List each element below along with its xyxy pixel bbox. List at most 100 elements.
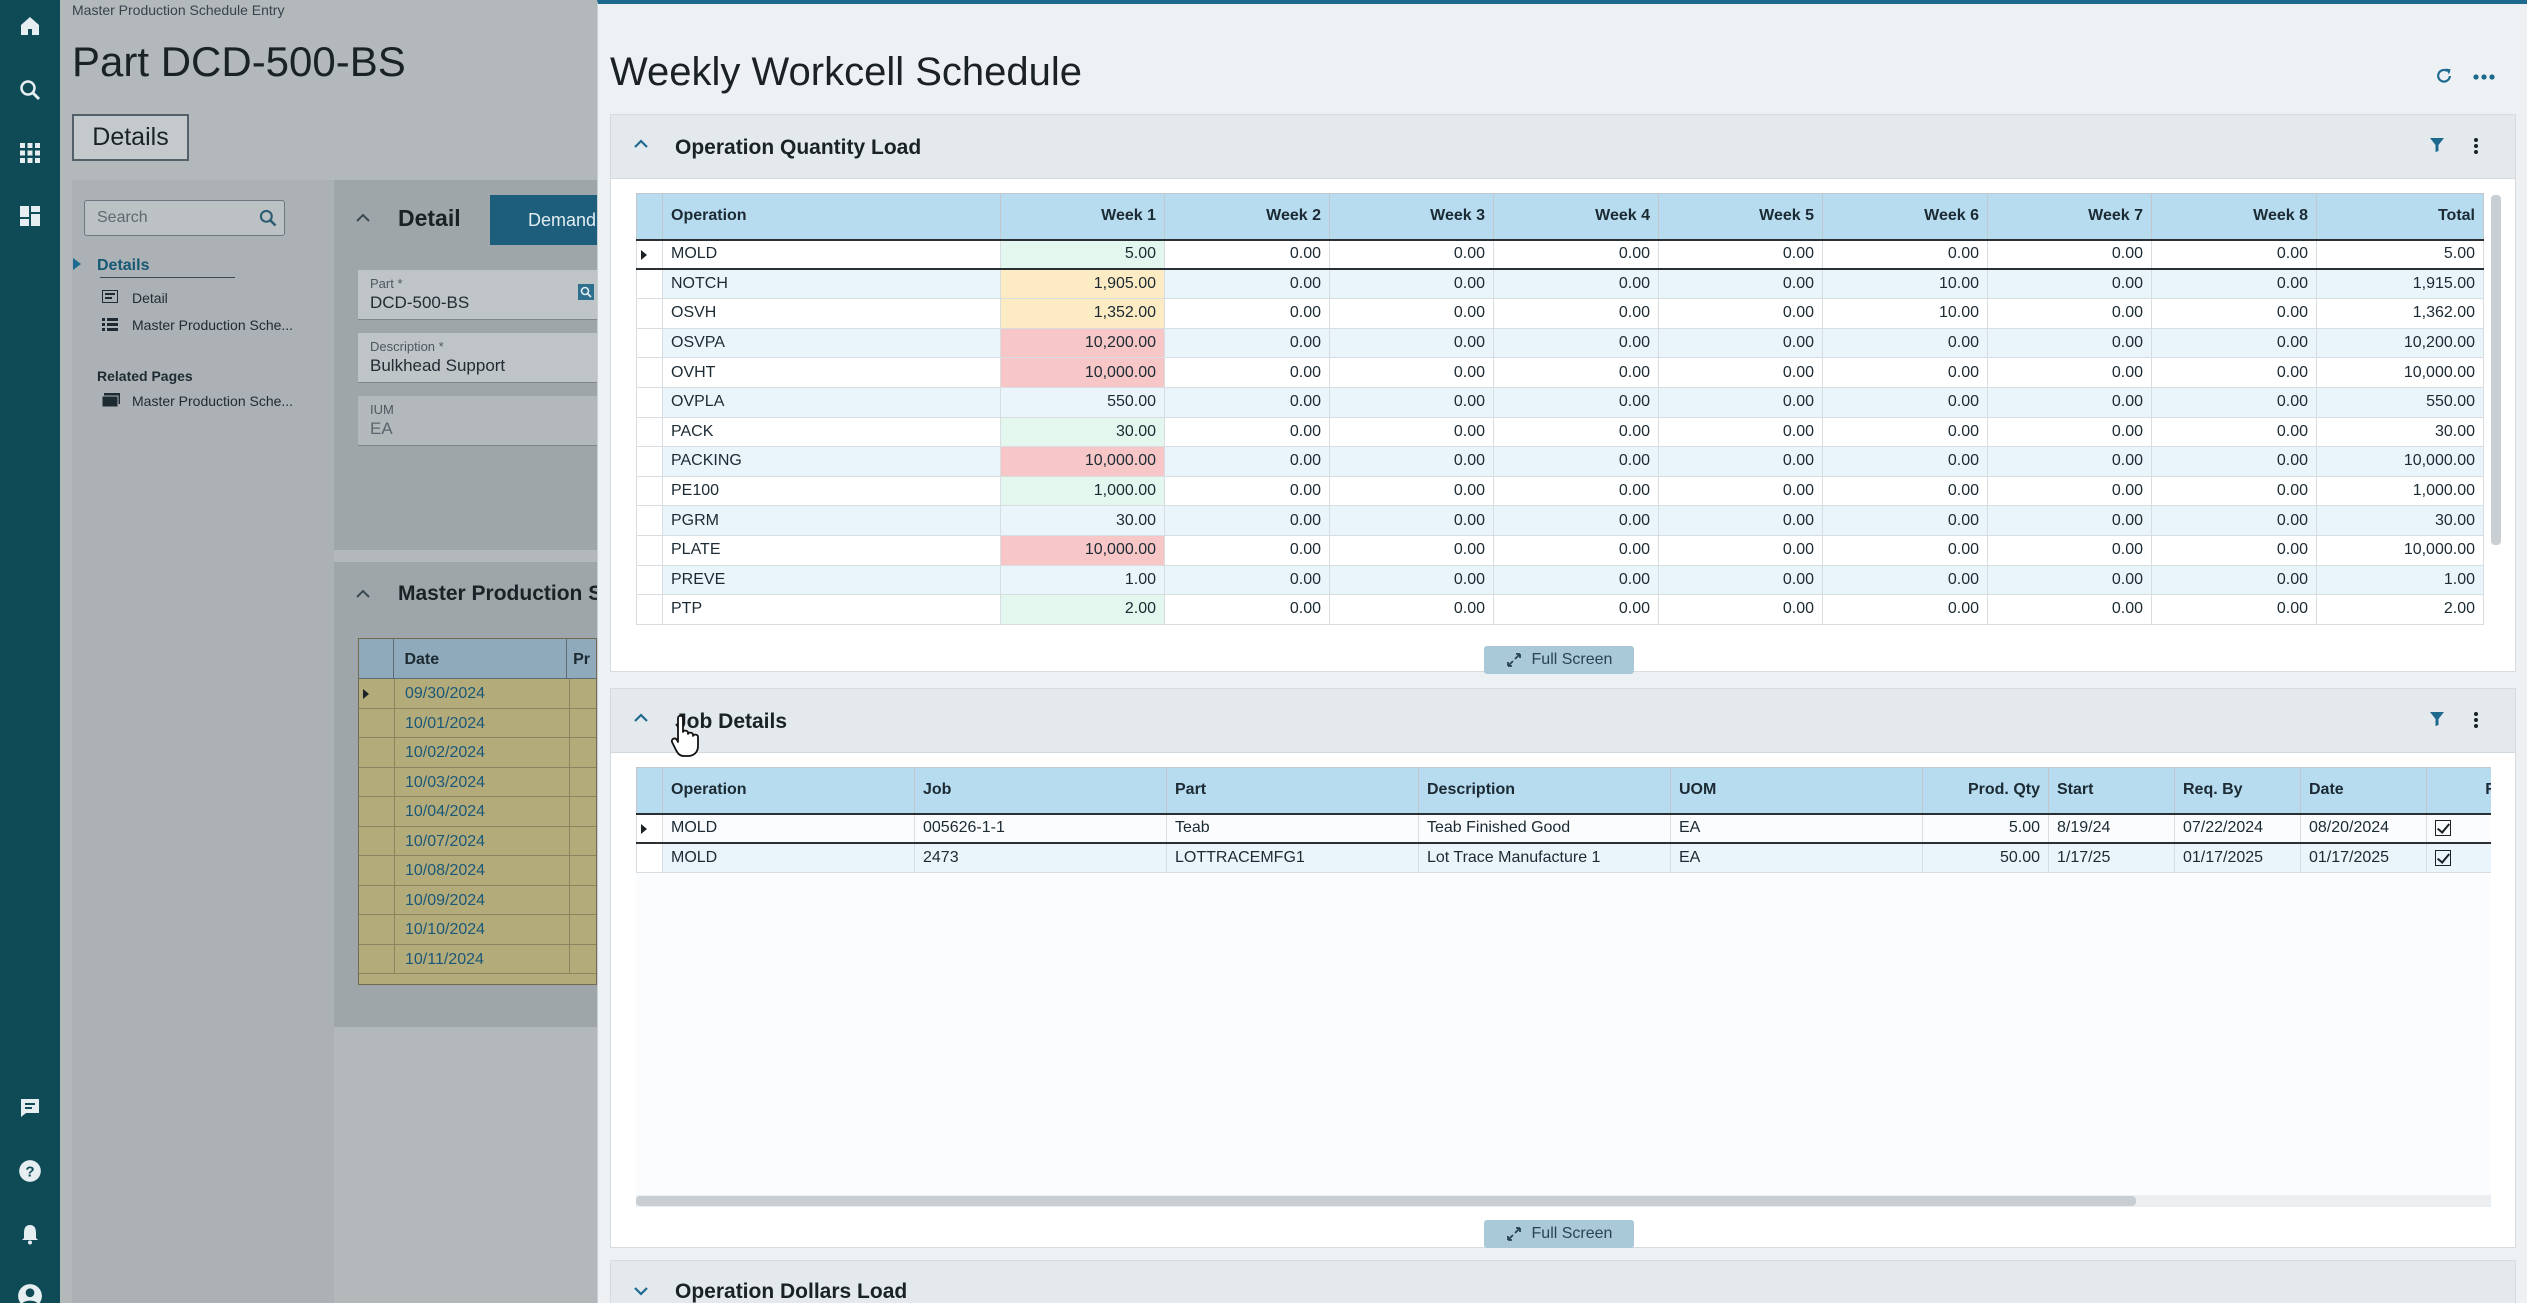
column-header[interactable]: Week 6 [1822,193,1988,240]
chevron-up-icon[interactable] [633,137,649,149]
chevron-up-icon[interactable] [356,588,370,598]
search-icon[interactable] [12,72,48,108]
table-row[interactable]: PLATE 10,000.00 0.00 0.00 0.00 0.00 0.00 0.00 0.… [636,534,2484,566]
lookup-icon[interactable] [578,284,594,300]
filter-icon[interactable] [2429,711,2445,727]
date-row[interactable]: 10/10/2024 [359,915,596,945]
total-cell: 30.00 [2316,505,2484,536]
total-cell: 10,000.00 [2316,446,2484,477]
column-header[interactable]: Week 7 [1987,193,2152,240]
column-header[interactable]: Req. By [2174,767,2301,814]
column-header[interactable]: Operation [662,767,915,814]
table-row[interactable]: NOTCH 1,905.00 0.00 0.00 0.00 0.00 10.00 0.00 0.… [636,268,2484,300]
col-header-date[interactable]: Date [394,639,568,678]
home-icon[interactable] [12,8,48,44]
part-cell[interactable]: Teab [1166,812,1419,845]
tree-item-mps[interactable]: Master Production Sche... [132,317,294,333]
date-row[interactable]: 10/07/2024 [359,826,596,856]
refresh-icon[interactable] [2434,66,2454,86]
released-checkbox[interactable] [2435,820,2451,837]
page-title: Part DCD-500-BS [72,38,406,85]
week-cell: 10.00 [1822,298,1988,329]
chevron-up-icon[interactable] [633,711,649,723]
part-field[interactable]: Part * DCD-500-BS [358,270,597,320]
column-header[interactable]: Start [2048,767,2175,814]
full-screen-button[interactable]: Full Screen [1484,646,1634,674]
vertical-scrollbar[interactable] [2491,195,2501,545]
caret-right-icon[interactable] [72,258,82,270]
date-row[interactable]: 10/03/2024 [359,767,596,797]
table-row[interactable]: PGRM 30.00 0.00 0.00 0.00 0.00 0.00 0.00 0.00 30.… [636,505,2484,536]
table-row[interactable]: MOLD 2473 LOTTRACEMFG1 Lot Trace Manufactur… [636,842,2491,874]
column-header[interactable]: Operation [662,193,1001,240]
filter-icon[interactable] [2429,137,2445,153]
column-header[interactable]: Job [914,767,1167,814]
bell-icon[interactable] [12,1216,48,1252]
released-checkbox[interactable] [2435,849,2451,866]
row-indicator [636,416,663,448]
job-cell[interactable]: 005626-1-1 [914,812,1167,845]
table-row[interactable]: OSVPA 10,200.00 0.00 0.00 0.00 0.00 0.00 0.00 0.… [636,327,2484,359]
column-header[interactable]: Total [2316,193,2484,240]
table-row[interactable]: OVPLA 550.00 0.00 0.00 0.00 0.00 0.00 0.00 0.00 5… [636,386,2484,418]
table-row[interactable]: MOLD 005626-1-1 Teab Teab Finished Good EA 5.… [636,812,2491,845]
table-row[interactable]: OVHT 10,000.00 0.00 0.00 0.00 0.00 0.00 0.00 0.0… [636,357,2484,388]
table-row[interactable]: PE100 1,000.00 0.00 0.00 0.00 0.00 0.00 0.00 0.0… [636,475,2484,507]
week-cell: 0.00 [1822,386,1988,418]
apps-grid-icon[interactable] [12,135,48,171]
date-row[interactable]: 10/08/2024 [359,856,596,886]
details-tab[interactable]: Details [72,114,189,161]
demand-button[interactable]: Demand [490,195,597,245]
chevron-down-icon[interactable] [633,1285,649,1297]
help-icon[interactable]: ? [12,1153,48,1189]
date-row[interactable]: 10/04/2024 [359,797,596,827]
table-row[interactable]: PREVE 1.00 0.00 0.00 0.00 0.00 0.00 0.00 0.00 1.0… [636,564,2484,596]
date-row[interactable]: 10/11/2024 [359,944,596,974]
column-header[interactable]: Date [2300,767,2427,814]
column-header[interactable]: Week 3 [1329,193,1494,240]
date-row[interactable]: 09/30/2024 [359,679,596,709]
week-cell: 0.00 [1493,357,1659,388]
expand-icon [1506,1227,1521,1241]
column-header[interactable]: Prod. Qty [1922,767,2049,814]
date-row[interactable]: 10/09/2024 [359,885,596,915]
date-row[interactable]: 10/01/2024 [359,708,596,738]
column-header[interactable]: Week 4 [1493,193,1659,240]
part-cell[interactable]: LOTTRACEMFG1 [1166,842,1419,874]
table-row[interactable]: MOLD 5.00 0.00 0.00 0.00 0.00 0.00 0.00 0.00 5.00 [636,238,2484,271]
table-row[interactable]: OSVH 1,352.00 0.00 0.00 0.00 0.00 10.00 0.00 0.0… [636,298,2484,329]
column-header[interactable]: Week 1 [1000,193,1165,240]
full-screen-button[interactable]: Full Screen [1484,1220,1634,1248]
chevron-up-icon[interactable] [356,212,370,222]
tree-search-input[interactable]: Search [84,200,285,236]
req-by-cell: 07/22/2024 [2174,812,2301,845]
job-cell[interactable]: 2473 [914,842,1167,874]
table-row[interactable]: PACK 30.00 0.00 0.00 0.00 0.00 0.00 0.00 0.00 30.… [636,416,2484,448]
table-row[interactable]: PACKING 10,000.00 0.00 0.00 0.00 0.00 0.00 0.00… [636,446,2484,477]
user-icon[interactable] [12,1278,48,1303]
column-header[interactable]: Relea [2426,767,2491,814]
more-horizontal-icon[interactable] [2473,74,2495,80]
tree-item-detail[interactable]: Detail [132,290,168,306]
column-header[interactable]: Description [1418,767,1671,814]
week-cell: 0.00 [1493,594,1659,625]
more-vertical-icon[interactable] [2473,137,2479,155]
column-header[interactable]: Part [1166,767,1419,814]
date-row[interactable]: 10/02/2024 [359,738,596,768]
dashboard-icon[interactable] [12,198,48,234]
description-field[interactable]: Description * Bulkhead Support [358,333,597,383]
total-cell: 1,362.00 [2316,298,2484,329]
table-row[interactable]: PTP 2.00 0.00 0.00 0.00 0.00 0.00 0.00 0.00 2.00 [636,594,2484,625]
search-icon[interactable] [258,208,278,228]
date-cell: 10/02/2024 [395,738,570,767]
column-header[interactable]: Week 5 [1658,193,1823,240]
chat-icon[interactable] [12,1090,48,1126]
related-item-mps[interactable]: Master Production Sche... [132,393,294,409]
horizontal-scrollbar[interactable] [636,1196,2136,1206]
col-header-p[interactable]: Pr [573,651,590,668]
column-header[interactable]: Week 2 [1164,193,1330,240]
column-header[interactable]: UOM [1670,767,1923,814]
column-header[interactable]: Week 8 [2151,193,2317,240]
more-vertical-icon[interactable] [2473,711,2479,729]
tree-item-details[interactable]: Details [97,257,150,274]
